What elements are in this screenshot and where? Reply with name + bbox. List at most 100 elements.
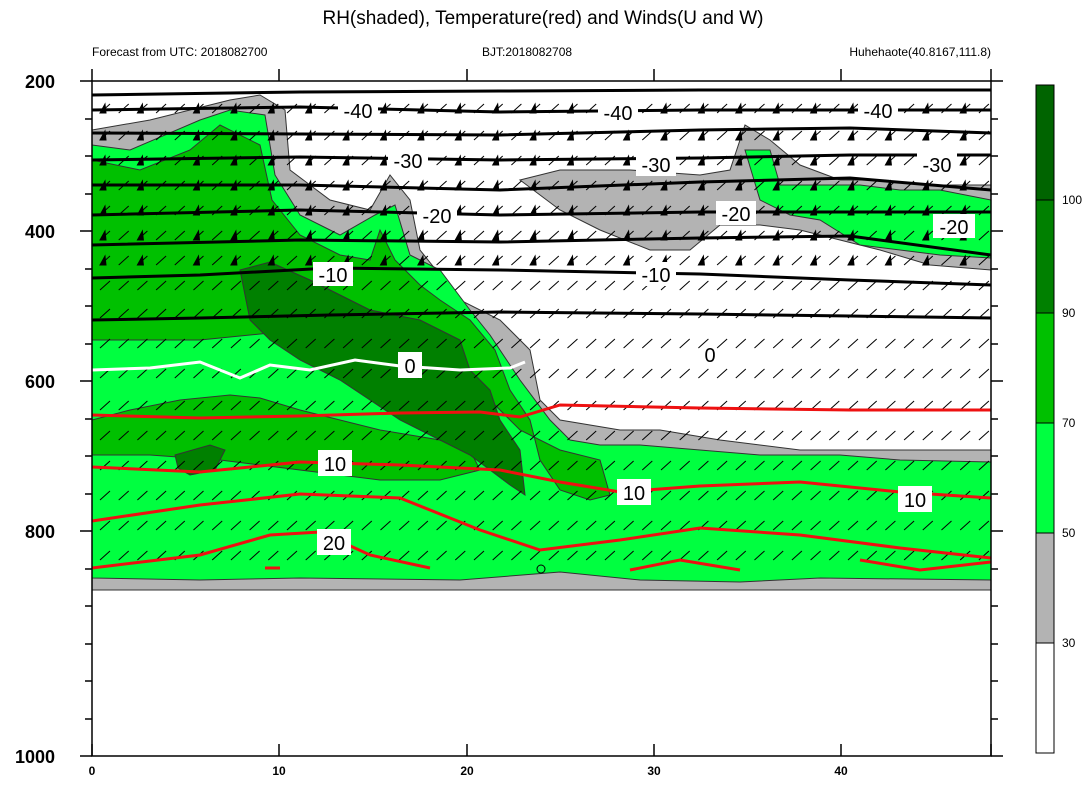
contour-label-zero: 0 bbox=[704, 345, 715, 367]
wind-barb-staff bbox=[660, 550, 672, 561]
wind-barb-staff bbox=[511, 280, 522, 291]
wind-barb-staff bbox=[454, 400, 466, 411]
wind-barb-staff bbox=[903, 230, 915, 241]
wind-barb-staff bbox=[567, 338, 578, 349]
wind-barb-staff bbox=[174, 368, 186, 379]
wind-barb-flag bbox=[529, 229, 537, 241]
wind-barb-staff bbox=[847, 550, 859, 561]
wind-barb-flag bbox=[847, 154, 855, 166]
wind-barb-flag bbox=[379, 254, 388, 266]
x-tick-label-0: 0 bbox=[89, 764, 96, 778]
wind-barb-staff bbox=[754, 460, 765, 471]
wind-barb-staff bbox=[885, 338, 896, 349]
wind-barb-staff bbox=[754, 550, 765, 561]
wind-barb-staff bbox=[959, 400, 971, 411]
wind-barb-staff bbox=[866, 180, 878, 191]
wind-barb-staff bbox=[305, 400, 317, 411]
wind-barb-staff bbox=[679, 550, 691, 561]
wind-barb-staff bbox=[660, 338, 672, 349]
wind-barb-staff bbox=[155, 430, 167, 441]
wind-barb-staff bbox=[791, 180, 803, 191]
wind-barb-staff bbox=[679, 280, 691, 291]
wind-barb-staff bbox=[754, 338, 765, 349]
wind-barb-staff bbox=[99, 280, 111, 291]
wind-barb-staff bbox=[286, 338, 298, 349]
wind-barb-staff bbox=[660, 490, 672, 501]
wind-barb-staff bbox=[137, 308, 148, 319]
wind-barb-staff bbox=[623, 550, 634, 561]
wind-barb-staff bbox=[903, 550, 915, 561]
wind-barb-flag bbox=[921, 254, 930, 266]
wind-barb-staff bbox=[492, 280, 504, 291]
wind-barb-flag bbox=[734, 179, 743, 191]
wind-barb-staff bbox=[137, 520, 148, 531]
wind-barb-staff bbox=[847, 368, 859, 379]
wind-barb-staff bbox=[118, 400, 130, 411]
wind-barb-flag bbox=[734, 254, 743, 266]
wind-barb-staff bbox=[118, 308, 130, 319]
wind-barb-staff bbox=[380, 338, 391, 349]
wind-barb-flag bbox=[697, 129, 705, 141]
wind-barb-staff bbox=[698, 280, 709, 291]
wind-barb-staff bbox=[641, 460, 653, 471]
wind-barb-staff bbox=[978, 460, 990, 471]
wind-barb-staff bbox=[959, 338, 971, 349]
wind-barb-staff bbox=[267, 520, 279, 531]
colorbar-seg-4 bbox=[1036, 200, 1054, 313]
wind-barb-staff bbox=[361, 400, 373, 411]
wind-barb-staff bbox=[529, 460, 541, 471]
wind-barb-flag bbox=[267, 254, 275, 266]
wind-barb-flag bbox=[847, 179, 855, 191]
wind-barb-staff bbox=[137, 550, 148, 561]
wind-barb-staff bbox=[641, 550, 653, 561]
wind-barb-flag bbox=[959, 154, 967, 166]
wind-barb-staff bbox=[679, 430, 691, 441]
wind-barb-staff bbox=[118, 280, 130, 291]
wind-barb-staff bbox=[828, 180, 840, 191]
wind-barb-staff bbox=[99, 400, 111, 411]
wind-barb-staff bbox=[791, 520, 803, 531]
wind-barb-staff bbox=[286, 430, 298, 441]
wind-barb-staff bbox=[511, 338, 522, 349]
wind-barb-staff bbox=[174, 430, 186, 441]
wind-barb-staff bbox=[959, 368, 971, 379]
wind-barb-staff bbox=[585, 280, 597, 291]
wind-barb-staff bbox=[249, 400, 260, 411]
wind-barb-staff bbox=[754, 280, 765, 291]
wind-barb-staff bbox=[754, 180, 765, 191]
wind-barb-staff bbox=[118, 230, 130, 241]
wind-barb-staff bbox=[772, 550, 784, 561]
wind-barb-staff bbox=[436, 490, 447, 501]
wind-barb-staff bbox=[492, 430, 504, 441]
wind-barb-staff bbox=[174, 308, 186, 319]
wind-barb-staff bbox=[567, 430, 578, 441]
wind-barb-staff bbox=[529, 430, 541, 441]
wind-barb-flag bbox=[529, 254, 537, 266]
y-tick-label-200: 200 bbox=[25, 72, 55, 92]
wind-barb-staff bbox=[473, 338, 485, 349]
wind-barb-staff bbox=[791, 490, 803, 501]
wind-barb-staff bbox=[342, 430, 354, 441]
wind-barb-staff bbox=[118, 550, 130, 561]
wind-barb-staff bbox=[698, 430, 709, 441]
wind-barb-flag bbox=[772, 179, 780, 191]
wind-barb-staff bbox=[473, 230, 485, 241]
wind-barb-staff bbox=[174, 338, 186, 349]
wind-barb-staff bbox=[735, 460, 747, 471]
rh-green-upper-right bbox=[744, 149, 991, 259]
wind-barb-staff bbox=[585, 550, 597, 561]
wind-barb-staff bbox=[941, 255, 952, 266]
wind-barb-staff bbox=[679, 255, 691, 266]
colorbar-label-30: 30 bbox=[1062, 636, 1076, 650]
wind-barb-staff bbox=[903, 255, 915, 266]
wind-barb-staff bbox=[286, 368, 298, 379]
wind-barb-staff bbox=[716, 550, 728, 561]
wind-barb-staff bbox=[193, 280, 204, 291]
wind-barb-staff bbox=[529, 338, 541, 349]
wind-barb-staff bbox=[99, 308, 111, 319]
contour-label-neg20-b: -20 bbox=[722, 204, 751, 226]
wind-barb-staff bbox=[361, 520, 373, 531]
wind-barb-staff bbox=[791, 205, 803, 216]
wind-barb-staff bbox=[473, 280, 485, 291]
wind-barb-flag bbox=[491, 254, 500, 266]
